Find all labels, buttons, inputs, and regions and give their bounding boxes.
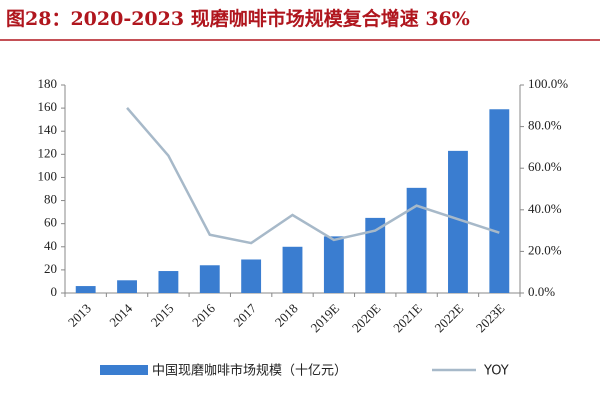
y2-tick-label: 0.0%: [528, 284, 555, 299]
x-tick-label: 2019E: [307, 301, 342, 336]
y2-tick-label: 100.0%: [528, 76, 568, 91]
bar: [406, 187, 427, 293]
bar: [323, 236, 344, 293]
legend-label: YOY: [483, 364, 509, 379]
x-tick-label: 2015: [148, 301, 177, 330]
y-tick-label: 180: [38, 76, 58, 91]
y-tick-label: 160: [38, 99, 58, 114]
y-tick-label: 100: [38, 168, 58, 183]
x-tick-label: 2014: [106, 300, 135, 329]
y-tick-label: 0: [51, 284, 58, 299]
y-tick-label: 20: [44, 261, 57, 276]
legend-label: 中国现磨咖啡市场规模（十亿元）: [152, 363, 347, 379]
bar: [241, 259, 262, 293]
x-tick-label: 2023E: [473, 301, 508, 336]
bar: [282, 246, 303, 293]
x-tick-label: 2016: [189, 300, 218, 329]
y2-tick-label: 40.0%: [528, 201, 562, 216]
chart-title: 图28：2020-2023 现磨咖啡市场规模复合增速 36%: [6, 7, 470, 30]
x-tick-label: 2017: [230, 300, 259, 329]
bar: [365, 217, 386, 293]
y-tick-label: 120: [38, 145, 58, 160]
bar: [75, 286, 96, 293]
x-tick-label: 2018: [272, 301, 301, 330]
x-tick-label: 2020E: [349, 301, 384, 336]
x-tick-label: 2022E: [432, 301, 467, 336]
y2-tick-label: 20.0%: [528, 242, 562, 257]
line: [126, 107, 500, 245]
legend-swatch: [100, 365, 148, 375]
y-tick-label: 40: [44, 238, 57, 253]
bar: [158, 271, 179, 293]
bar: [448, 150, 468, 293]
bar: [117, 280, 137, 293]
y2-tick-label: 60.0%: [528, 159, 562, 174]
y-tick-label: 80: [44, 192, 57, 207]
y-tick-label: 60: [44, 215, 57, 230]
y-tick-label: 140: [38, 122, 58, 137]
x-tick-label: 2021E: [390, 301, 425, 336]
y2-tick-label: 80.0%: [528, 118, 562, 133]
bar: [489, 109, 510, 294]
bar: [199, 265, 220, 293]
x-tick-label: 2013: [65, 301, 94, 330]
